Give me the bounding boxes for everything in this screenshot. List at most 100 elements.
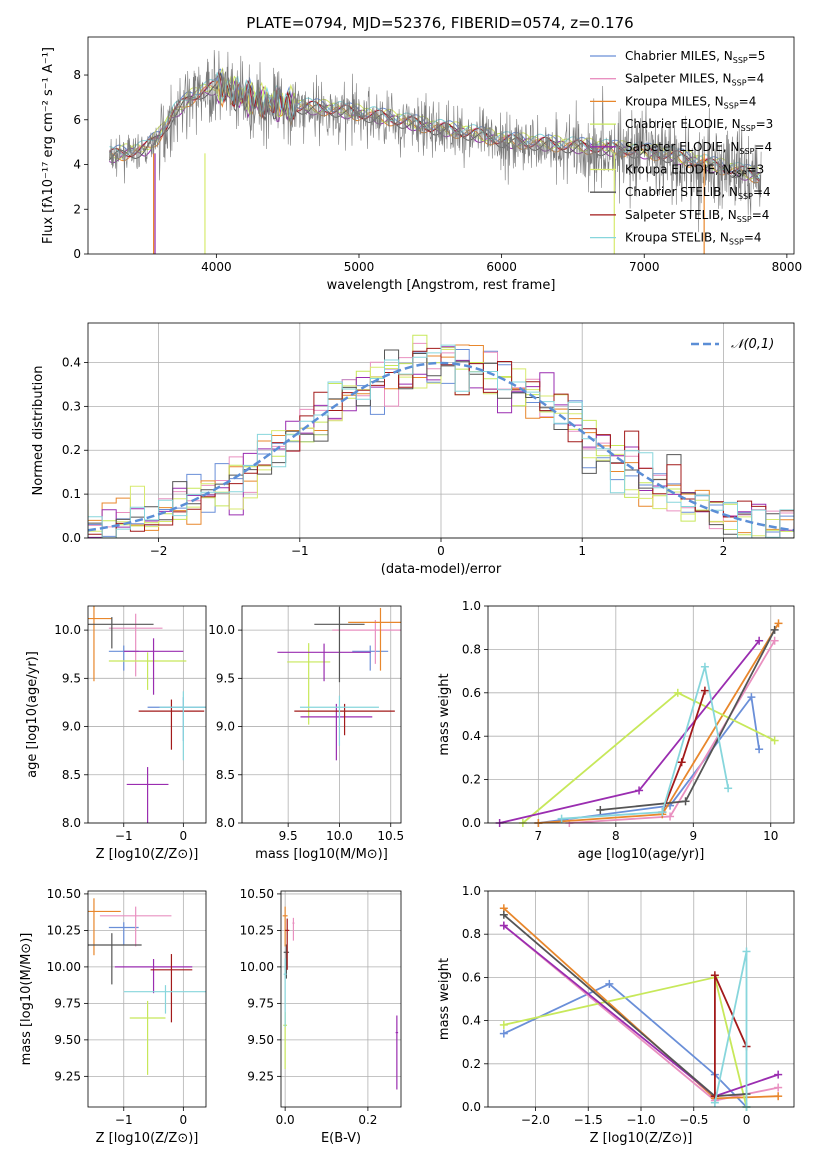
weight-line [538,622,780,824]
y-tick-label: 9.0 [62,720,81,734]
x-tick-label: 0 [743,1113,751,1127]
y-tick-label: 0.4 [62,355,81,369]
y-tick-label: 6 [73,113,81,127]
x-tick-label: 0.0 [276,1113,295,1127]
spectrum-panel: 4000 5000 6000 7000 8000 0 2 4 6 8 wavelength [Ang… [41,36,803,293]
x-tick-label: 9 [689,829,697,843]
histogram-panel: −2 −1 0 1 2 0.0 0.1 0.2 0.3 0.4 (data-model)/error… [31,322,795,577]
legend-entry: Chabrier MILES, NSSP=5 [625,49,765,65]
weight-line [714,951,748,1107]
y-tick-label: 10.25 [240,923,274,937]
y-tick-label: 9.75 [54,996,81,1010]
weight-line [503,976,748,1108]
x-axis-label: Z [log10(Z/Z⊙)] [96,1131,199,1146]
x-axis-label: wavelength [Angstrom, rest frame] [327,278,556,293]
plot-frame [241,605,402,824]
legend-entry: Salpeter ELODIE, NSSP=4 [625,140,772,156]
weight-line [561,666,730,820]
x-tick-label: −1 [115,829,133,843]
weight-line [569,640,776,824]
y-tick-label: 0.3 [62,399,81,413]
y-tick-label: 10.00 [240,960,274,974]
legend-entry: Chabrier STELIB, NSSP=4 [625,185,771,201]
y-tick-label: 1.0 [462,884,481,898]
legend-entry: Kroupa ELODIE, NSSP=3 [625,163,764,179]
y-tick-label: 8 [73,68,81,82]
x-tick-label: 7000 [629,260,660,274]
x-tick-label: 6000 [486,260,517,274]
y-axis-label: Flux [fλ10⁻¹⁷ erg cm⁻² s⁻¹ A⁻¹] [41,47,56,244]
y-tick-label: 10.25 [47,923,81,937]
age-vs-mass-panel: 9.5 10.0 10.5 8.0 8.5 9.0 9.5 10.0 mass [log10(M… [208,605,404,862]
y-tick-label: 0.2 [62,443,81,457]
x-tick-label: 9.5 [279,829,298,843]
x-tick-label: 0 [180,829,188,843]
legend-entry: Salpeter MILES, NSSP=4 [625,72,764,88]
plot-frame [87,322,795,539]
x-tick-label: 0 [180,1113,188,1127]
x-axis-label: age [log10(age/yr)] [578,847,705,862]
x-axis-label: Z [log10(Z/Z⊙)] [590,1131,693,1146]
legend-entry: 𝒩(0,1) [731,337,774,352]
plot-frame [487,890,795,1108]
y-tick-label: 9.50 [247,1033,274,1047]
x-tick-label: 8 [612,829,620,843]
y-tick-label: 4 [73,158,81,172]
figure-title: PLATE=0794, MJD=52376, FIBERID=0574, z=0… [246,14,633,32]
y-tick-label: 0.0 [62,531,81,545]
y-tick-label: 10.00 [47,960,81,974]
y-tick-label: 0 [73,247,81,261]
x-tick-label: 5000 [344,260,375,274]
x-tick-label: 0 [437,544,445,558]
spectrum-lines [109,49,762,254]
x-axis-label: (data-model)/error [381,562,502,577]
y-axis-label: age [log10(age/yr)] [25,651,40,778]
x-tick-label: −1.0 [626,1113,655,1127]
y-tick-label: 0.0 [462,1100,481,1114]
y-tick-label: 10.50 [47,887,81,901]
error-bars [282,906,399,1090]
y-tick-label: 8.0 [62,816,81,830]
y-axis-label: mass [log10(M/M⊙)] [19,933,34,1066]
histogram-series [88,347,794,538]
x-tick-label: 0.2 [358,1113,377,1127]
weight-vs-age-panel: 7 8 9 10 0.0 0.2 0.4 0.6 0.8 1.0 age [log10(age/yr… [437,599,795,862]
x-tick-label: 7 [535,829,543,843]
x-tick-label: −1 [291,544,309,558]
mass-vs-ebv-panel: 0.0 0.2 9.25 9.50 9.75 10.00 10.25 10.50 E(B-V) [240,887,402,1146]
y-tick-label: 2 [73,202,81,216]
x-tick-label: −1 [115,1113,133,1127]
x-tick-label: −2 [150,544,168,558]
y-tick-label: 0.2 [462,773,481,787]
y-tick-label: 9.75 [247,996,274,1010]
y-tick-label: 10.0 [54,623,81,637]
y-tick-label: 10.0 [208,623,235,637]
x-tick-label: 8000 [772,260,803,274]
legend-entry: Kroupa STELIB, NSSP=4 [625,231,762,247]
error-bars [88,898,206,1075]
error-bars [88,606,206,823]
y-tick-label: 9.50 [54,1033,81,1047]
y-tick-label: 0.8 [462,927,481,941]
plot-frame [87,36,795,255]
y-tick-label: 0.8 [462,642,481,656]
y-axis-label: mass weight [437,673,452,755]
y-tick-label: 9.25 [247,1069,274,1083]
y-tick-label: 8.0 [216,816,235,830]
y-tick-label: 1.0 [462,599,481,613]
y-tick-label: 9.5 [62,671,81,685]
x-tick-label: −0.5 [679,1113,708,1127]
y-tick-label: 0.4 [462,1014,481,1028]
y-tick-label: 10.50 [240,887,274,901]
y-axis-label: Normed distribution [31,366,46,496]
x-tick-label: 2 [720,544,728,558]
plot-frame [87,605,207,824]
x-tick-label: 10.0 [326,829,353,843]
x-tick-label: −1.5 [574,1113,603,1127]
y-tick-label: 9.25 [54,1069,81,1083]
histogram-steps [88,334,794,538]
y-tick-label: 0.2 [462,1057,481,1071]
legend-entry: Chabrier ELODIE, NSSP=3 [625,117,773,133]
error-bars [277,606,401,761]
